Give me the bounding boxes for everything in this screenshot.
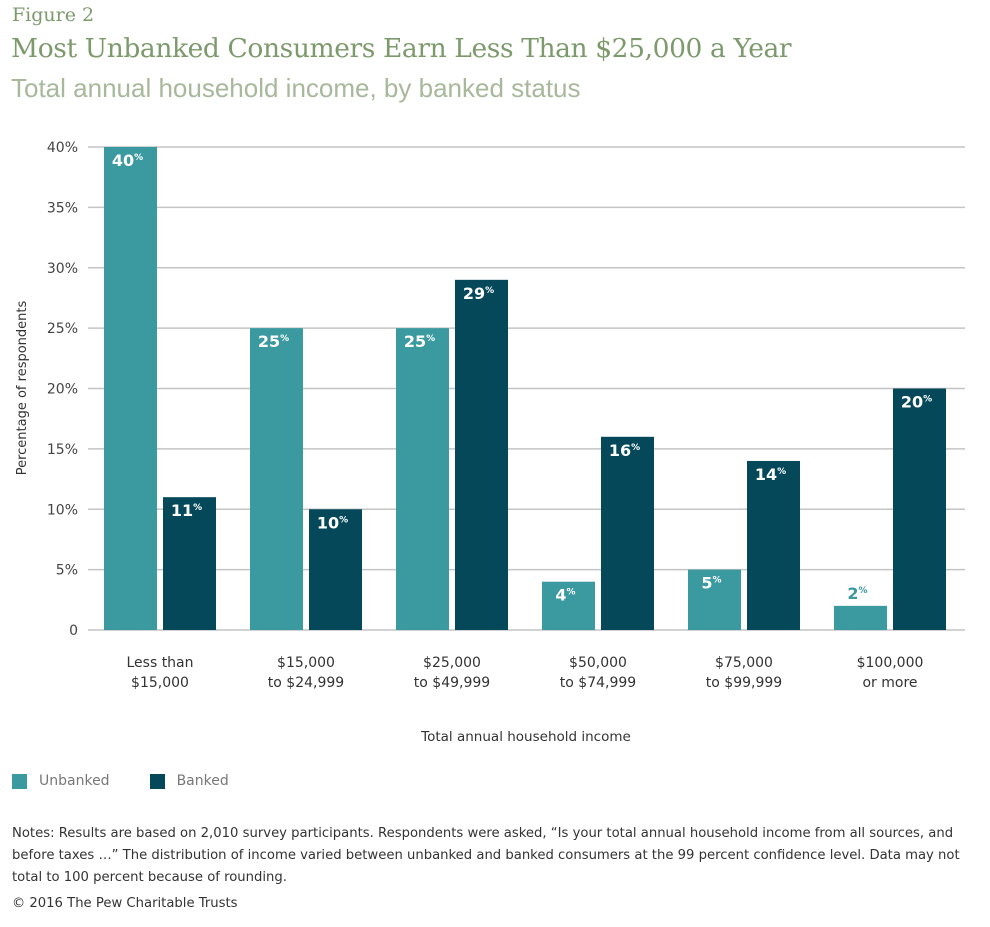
figure-label: Figure 2: [12, 4, 95, 26]
data-label: 16%: [609, 441, 640, 460]
bar-unbanked: [250, 328, 303, 630]
bar-banked: [309, 509, 362, 630]
y-tick-label: 5%: [56, 563, 78, 579]
bar-unbanked: [542, 581, 595, 630]
x-tick-label: to $24,999: [268, 675, 344, 691]
y-tick-label: 25%: [47, 321, 78, 337]
bar-banked: [163, 497, 216, 630]
data-label: 11%: [171, 501, 202, 520]
x-tick-label: $15,000: [131, 675, 189, 691]
data-label: 4%: [555, 586, 575, 605]
bar-banked: [601, 436, 654, 630]
x-tick-label: $15,000: [277, 655, 335, 671]
y-tick-label: 30%: [47, 261, 78, 277]
x-tick-label: $25,000: [423, 655, 481, 671]
y-tick-label: 10%: [47, 502, 78, 518]
x-tick-label: to $74,999: [560, 675, 636, 691]
x-tick-label: to $49,999: [414, 675, 490, 691]
data-label: 2%: [847, 584, 867, 603]
y-tick-label: 15%: [47, 442, 78, 458]
x-tick-label: to $99,999: [706, 675, 782, 691]
y-axis-label: Percentage of respondents: [15, 300, 30, 475]
notes: Notes: Results are based on 2,010 survey…: [12, 826, 960, 885]
bar-unbanked: [104, 147, 157, 630]
data-label: 29%: [463, 284, 494, 303]
bar-unbanked: [834, 605, 887, 630]
y-tick-label: 0: [69, 623, 78, 639]
data-label: 20%: [901, 393, 932, 412]
legend-swatch-unbanked: [12, 773, 27, 789]
y-tick-label: 20%: [47, 382, 78, 398]
legend-label-banked: Banked: [176, 773, 229, 789]
data-label: 5%: [701, 574, 721, 593]
data-label: 25%: [258, 332, 289, 351]
legend-swatch-banked: [149, 773, 165, 789]
x-tick-label: $75,000: [715, 655, 773, 671]
legend: Unbanked Banked: [12, 773, 229, 789]
x-axis-label: Total annual household income: [420, 729, 631, 745]
y-tick-label: 35%: [47, 200, 78, 216]
x-tick-label: $50,000: [569, 655, 627, 671]
bar-chart: 0 5% 10% 15% 20% 25% 30% 35% 40% Percentage of re…: [15, 140, 965, 745]
bar-unbanked: [688, 569, 741, 630]
data-label: 25%: [404, 332, 435, 351]
bar-unbanked: [396, 328, 449, 630]
copyright: © 2016 The Pew Charitable Trusts: [12, 896, 238, 911]
chart-title: Most Unbanked Consumers Earn Less Than $…: [11, 33, 792, 64]
bar-banked: [455, 279, 508, 630]
x-tick-label: or more: [862, 675, 917, 691]
bar-banked: [893, 388, 946, 630]
legend-label-unbanked: Unbanked: [39, 773, 110, 789]
y-tick-label: 40%: [47, 140, 78, 156]
x-tick-label: Less than: [126, 655, 193, 671]
bar-banked: [747, 460, 800, 630]
data-label: 40%: [112, 151, 143, 170]
x-tick-label: $100,000: [857, 655, 924, 671]
chart-subtitle: Total annual household income, by banked…: [11, 73, 581, 103]
data-label: 10%: [317, 513, 348, 532]
data-label: 14%: [755, 465, 786, 484]
